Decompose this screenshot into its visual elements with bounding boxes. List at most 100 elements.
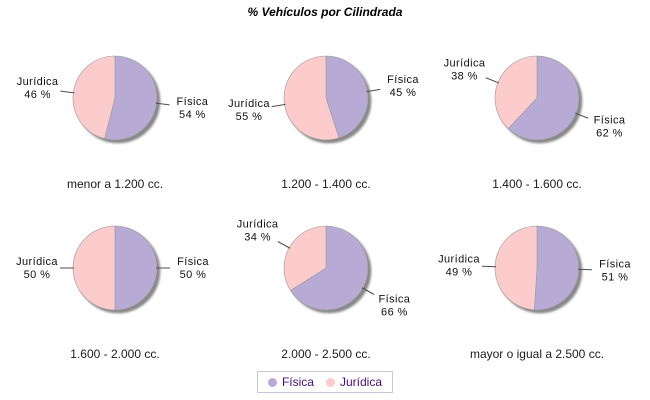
- pie-cell: Física 66 % Jurídica 34 % 2.000 - 2.500 cc.: [218, 216, 434, 368]
- slice-label-value-line: 49 %: [446, 267, 473, 279]
- pie-slice-label: Física 66 %: [379, 294, 411, 319]
- pie-slice-juridica: [72, 225, 116, 311]
- pie-slice-label: Física 51 %: [599, 259, 631, 284]
- pie-slice-label: Física 50 %: [177, 256, 209, 281]
- pie-slice-label: Jurídica 38 %: [444, 57, 486, 82]
- pie-chart-svg: Física 45 %Jurídica 55 %: [228, 55, 419, 141]
- slice-label-value: 34: [244, 231, 257, 243]
- pie-slice-label: Jurídica 50 %: [16, 256, 58, 281]
- pie-slice-label: Jurídica 34 %: [237, 218, 279, 243]
- slice-label-value-line: 51 %: [602, 272, 629, 284]
- slice-label-suffix: %: [37, 269, 51, 281]
- slice-label-suffix: %: [37, 89, 51, 101]
- slice-label-name: Jurídica: [237, 218, 279, 230]
- slice-label-value: 54: [179, 109, 192, 121]
- pie-caption: 1.400 - 1.600 cc.: [492, 177, 582, 191]
- slice-label-value-line: 66 %: [381, 307, 408, 319]
- pie-chart-svg: Física 54 %Jurídica 46 %: [17, 55, 209, 141]
- legend-entry: Jurídica: [325, 375, 383, 389]
- slice-label-name: Física: [599, 259, 631, 271]
- slice-label-value: 51: [602, 272, 615, 284]
- slice-label-suffix: %: [464, 70, 478, 82]
- pie-cell: Física 62 % Jurídica 38 % 1.400 - 1.600 cc.: [429, 46, 645, 198]
- slice-label-value: 55: [236, 111, 249, 123]
- slice-label-suffix: %: [609, 128, 623, 140]
- slice-label-name: Jurídica: [228, 98, 270, 110]
- pie-cell: Física 54 % Jurídica 46 % menor a 1.200 cc.: [7, 46, 223, 198]
- slice-label-value-line: 50 %: [24, 269, 51, 281]
- pie: [72, 55, 158, 141]
- pie-slice-fisica: [114, 225, 158, 311]
- slice-label-value-line: 54 %: [179, 109, 206, 121]
- pie-caption: mayor o igual a 2.500 cc.: [469, 347, 605, 361]
- slice-label-suffix: %: [249, 111, 263, 123]
- label-connector-line: [155, 102, 170, 106]
- slice-label-value: 46: [24, 89, 37, 101]
- legend-swatch-icon: [267, 377, 277, 387]
- legend-label: Jurídica: [339, 375, 383, 389]
- slice-label-value: 45: [390, 87, 403, 99]
- pie-chart-svg: Física 66 %Jurídica 34 %: [237, 218, 411, 319]
- slice-label-value: 49: [446, 267, 459, 279]
- slice-label-value-line: 38 %: [451, 70, 478, 82]
- slice-label-value-line: 46 %: [24, 89, 51, 101]
- pie-slice-label: Física 45 %: [387, 74, 419, 99]
- chart-legend: Física Jurídica: [256, 371, 394, 393]
- slice-label-suffix: %: [193, 269, 207, 281]
- slice-label-value-line: 45 %: [390, 87, 417, 99]
- legend-label: Física: [281, 375, 314, 389]
- slice-label-value: 62: [596, 128, 609, 140]
- slice-label-name: Jurídica: [17, 76, 59, 88]
- label-connector-line: [485, 77, 500, 84]
- label-connector-line: [277, 241, 291, 249]
- chart-title: % Vehículos por Cilindrada: [247, 5, 403, 19]
- pie-chart-svg: Física 62 % Jurídica 38 %: [444, 55, 626, 141]
- pie: [283, 55, 369, 141]
- slice-label-suffix: %: [257, 231, 271, 243]
- slice-label-suffix: %: [403, 87, 417, 99]
- pie: [494, 55, 580, 141]
- pie-slice-juridica: [494, 225, 538, 311]
- label-connector-line: [574, 112, 589, 119]
- pie-caption: 2.000 - 2.500 cc.: [281, 347, 371, 361]
- pie-slice-label: Física 62 %: [594, 115, 626, 140]
- label-connector-line: [366, 88, 381, 93]
- pie-slice-fisica: [534, 225, 580, 311]
- pie-chart-svg: Física 50 %Jurídica 50 %: [16, 225, 209, 311]
- slice-label-value-line: 55 %: [236, 111, 263, 123]
- pie: [72, 225, 158, 311]
- slice-label-suffix: %: [192, 109, 206, 121]
- slice-label-value: 50: [24, 269, 37, 281]
- pie-slice-label: Jurídica 46 %: [17, 76, 59, 101]
- pie-cell: Física 50 % Jurídica 50 % 1.600 - 2.000 cc.: [7, 216, 223, 368]
- legend-swatch-icon: [325, 377, 335, 387]
- pie-slice-label: Jurídica 55 %: [228, 98, 270, 123]
- pie: [283, 225, 369, 311]
- pie-cell: Física 51 % Jurídica 49 % mayor o igual a 2.…: [429, 216, 645, 368]
- label-connector-line: [60, 90, 75, 94]
- label-connector-line: [271, 103, 286, 108]
- pie-caption: 1.200 - 1.400 cc.: [281, 177, 371, 191]
- slice-label-name: Física: [177, 96, 209, 108]
- slice-label-value-line: 34 %: [244, 231, 271, 243]
- slice-label-suffix: %: [615, 272, 629, 284]
- slice-label-value-line: 62 %: [596, 128, 623, 140]
- legend-entry: Física: [267, 375, 314, 389]
- pie-slice-label: Física 54 %: [177, 96, 209, 121]
- pie-cell: Física 45 % Jurídica 55 % 1.200 - 1.400 cc.: [218, 46, 434, 198]
- pie-caption: menor a 1.200 cc.: [66, 177, 164, 191]
- pie-chart-svg: Física 51 %Jurídica 49 %: [438, 225, 631, 311]
- slice-label-name: Física: [379, 294, 411, 306]
- slice-label-name: Física: [177, 256, 209, 268]
- slice-label-name: Jurídica: [444, 57, 486, 69]
- pie: [494, 225, 580, 311]
- slice-label-value-line: 50 %: [180, 269, 207, 281]
- pie-caption: 1.600 - 2.000 cc.: [70, 347, 160, 361]
- slice-label-suffix: %: [394, 307, 408, 319]
- slice-label-name: Física: [387, 74, 419, 86]
- slice-label-name: Jurídica: [438, 254, 480, 266]
- slice-label-value: 66: [381, 307, 394, 319]
- slice-label-suffix: %: [459, 267, 473, 279]
- label-connector-line: [361, 287, 375, 295]
